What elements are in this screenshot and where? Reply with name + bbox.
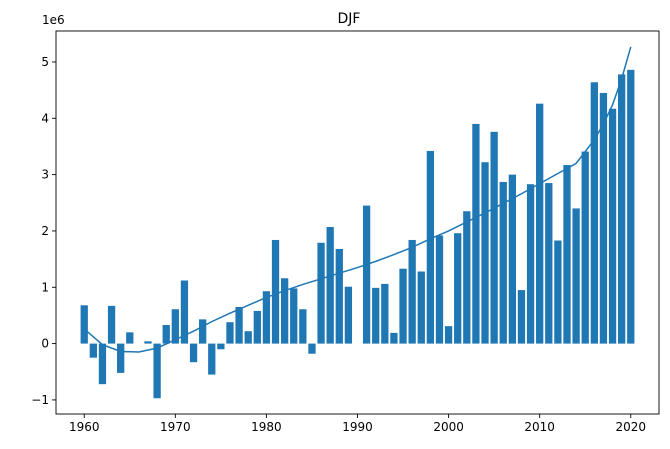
bar xyxy=(563,165,571,344)
bar xyxy=(490,131,498,344)
bar xyxy=(153,343,161,399)
bar xyxy=(581,151,589,344)
bar xyxy=(199,319,207,344)
bar xyxy=(208,343,216,375)
x-tick-label: 1960 xyxy=(69,420,100,434)
y-tick-label: 1 xyxy=(41,280,49,294)
bar xyxy=(280,278,289,344)
bar xyxy=(508,174,516,344)
bar xyxy=(171,309,179,344)
bar xyxy=(299,309,307,344)
y-tick-label: 3 xyxy=(41,168,49,182)
x-tick-label: 2010 xyxy=(524,420,555,434)
bar xyxy=(435,235,444,344)
bar xyxy=(536,103,544,344)
bar xyxy=(117,343,125,373)
x-tick-label: 1990 xyxy=(342,420,373,434)
bar xyxy=(189,343,198,363)
bar xyxy=(326,227,334,344)
bar xyxy=(417,271,425,344)
bar xyxy=(262,291,271,344)
x-tick-label: 2000 xyxy=(433,420,464,434)
x-tick-label: 2020 xyxy=(615,420,646,434)
bar xyxy=(217,343,225,350)
y-tick-label: 4 xyxy=(41,111,49,125)
chart-title: DJF xyxy=(338,11,361,27)
bar xyxy=(390,332,398,344)
bar xyxy=(235,306,243,344)
bar xyxy=(381,283,389,344)
bar xyxy=(426,150,435,344)
bar xyxy=(618,74,626,344)
bar xyxy=(454,233,462,344)
plot-frame xyxy=(55,30,660,415)
y-tick-label: 0 xyxy=(41,337,49,351)
bar xyxy=(362,205,371,344)
bar xyxy=(317,242,325,344)
bar xyxy=(599,92,608,344)
x-tick-label: 1980 xyxy=(251,420,282,434)
bar xyxy=(372,287,380,344)
trend-line xyxy=(83,46,632,353)
bar xyxy=(481,162,489,344)
bar xyxy=(554,240,562,344)
bar xyxy=(335,248,343,344)
bar xyxy=(253,310,261,344)
y-axis-ticks: −1 0 1 2 3 4 5 xyxy=(31,55,56,407)
bar xyxy=(162,325,170,344)
x-axis-ticks: 1960 1970 1980 1990 2000 2010 2020 xyxy=(69,414,646,434)
bar xyxy=(271,239,280,344)
bar xyxy=(627,69,635,344)
bar-series xyxy=(80,69,635,399)
bar xyxy=(408,239,416,344)
bar xyxy=(126,332,134,344)
y-tick-label: 2 xyxy=(41,224,49,238)
bar xyxy=(472,123,480,344)
bar xyxy=(80,305,88,344)
bar xyxy=(290,288,298,344)
x-tick-label: 1970 xyxy=(160,420,191,434)
bar xyxy=(226,322,234,344)
bar xyxy=(98,343,107,385)
y-tick-label: −1 xyxy=(31,393,49,407)
bar xyxy=(590,82,598,344)
bar xyxy=(499,181,507,344)
bar xyxy=(308,343,316,354)
bar xyxy=(244,331,252,344)
bar xyxy=(517,290,526,344)
bar xyxy=(608,108,617,344)
bar xyxy=(144,341,152,344)
bar xyxy=(545,183,553,344)
bar xyxy=(572,208,580,344)
y-tick-label: 5 xyxy=(41,55,49,69)
y-axis-offset-label: 1e6 xyxy=(42,13,65,27)
bar xyxy=(463,211,471,344)
bar xyxy=(89,343,97,358)
bar xyxy=(526,184,535,344)
bar xyxy=(399,268,407,344)
bar xyxy=(344,286,353,344)
bar xyxy=(444,326,453,344)
bar xyxy=(180,280,189,344)
bar xyxy=(107,305,116,344)
